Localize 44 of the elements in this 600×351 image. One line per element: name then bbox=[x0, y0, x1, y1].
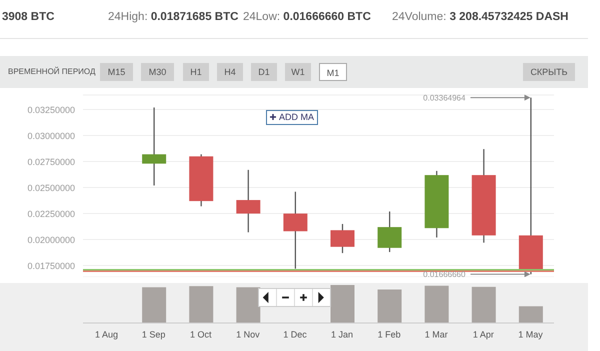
y-tick-label: 0.03000000 bbox=[27, 130, 75, 141]
text: M1 bbox=[319, 63, 347, 81]
x-tick-label: 1 Mar bbox=[424, 329, 448, 340]
annotation: 0.01666660 bbox=[423, 270, 466, 280]
text: 3908 BTC bbox=[2, 11, 54, 23]
y-tick-label: 0.02250000 bbox=[27, 208, 75, 219]
annotation: ADD MA bbox=[266, 110, 318, 125]
bar bbox=[189, 286, 214, 323]
text: H1 bbox=[183, 63, 209, 81]
text: 24Low: 0.01666660 BTC bbox=[243, 11, 371, 23]
candlestick bbox=[330, 223, 354, 254]
text: 24High: 0.01871685 BTC bbox=[108, 11, 238, 23]
bar bbox=[472, 286, 496, 323]
candlestick bbox=[378, 210, 402, 253]
candlestick bbox=[142, 106, 166, 186]
text: ВРЕМЕННОЙ ПЕРИОД bbox=[8, 67, 96, 76]
text: M30 bbox=[141, 63, 174, 81]
bar bbox=[378, 290, 402, 323]
y-tick-label: 0.03250000 bbox=[27, 104, 75, 115]
y-tick-label: 0.02500000 bbox=[27, 182, 75, 193]
y-tick-label: 0.01750000 bbox=[27, 260, 75, 271]
x-tick-label: 1 May bbox=[518, 329, 544, 340]
annotation: 0.03364964 bbox=[423, 94, 466, 103]
text: M15 bbox=[100, 63, 133, 81]
y-tick-label: 0.02000000 bbox=[27, 234, 75, 245]
x-tick-label: 1 Nov bbox=[236, 329, 260, 340]
x-tick-label: 1 Sep bbox=[142, 329, 166, 340]
candlestick bbox=[283, 191, 308, 270]
x-tick-label: 1 Oct bbox=[190, 329, 212, 340]
candlestick bbox=[236, 169, 260, 233]
x-tick-label: 1 Jan bbox=[331, 329, 354, 340]
bar bbox=[424, 286, 449, 323]
x-tick-label: 1 Aug bbox=[95, 329, 118, 340]
x-tick-label: 1 Apr bbox=[472, 329, 494, 340]
text: D1 bbox=[251, 63, 277, 81]
text: H4 bbox=[217, 63, 243, 81]
text: W1 bbox=[285, 63, 311, 81]
y-tick-label: 0.02750000 bbox=[27, 156, 75, 167]
x-tick-label: 1 Dec bbox=[283, 329, 308, 340]
bar bbox=[518, 306, 543, 323]
x-tick-label: 1 Feb bbox=[378, 329, 401, 340]
bar bbox=[142, 287, 166, 323]
text: СКРЫТЬ bbox=[523, 63, 575, 81]
text: 24Volume: 3 208.45732425 DASH bbox=[392, 11, 568, 23]
